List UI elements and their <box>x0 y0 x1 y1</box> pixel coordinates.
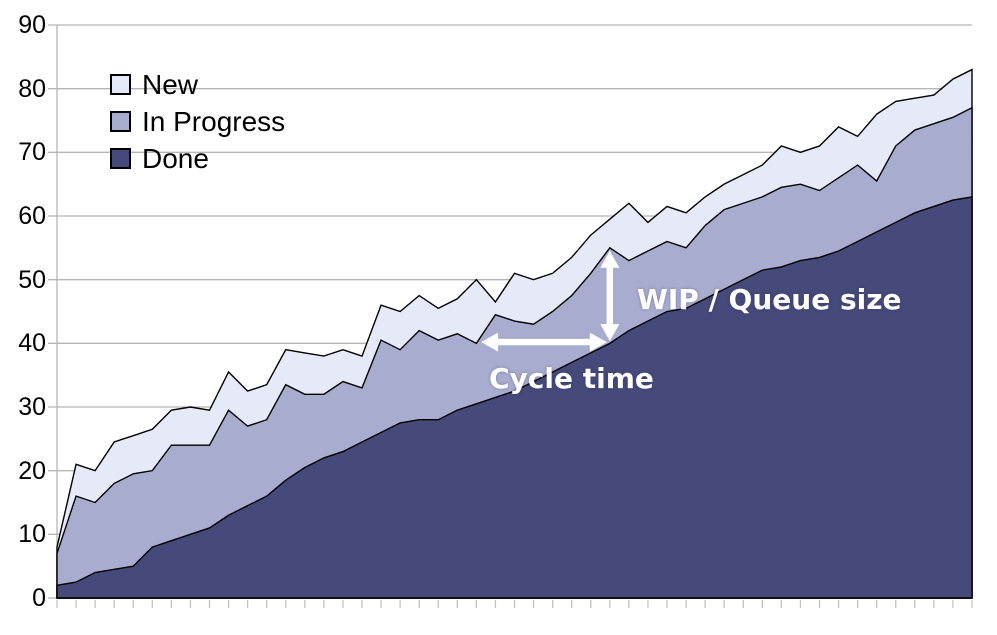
y-axis-label: 40 <box>18 329 46 358</box>
area-done <box>56 196 973 599</box>
y-axis-label: 50 <box>18 265 46 294</box>
legend-swatch-new <box>110 74 131 95</box>
legend-item-new: New <box>110 66 285 103</box>
annotation-wip-queue-size: WIP / Queue size <box>637 283 902 316</box>
legend-label-in-progress: In Progress <box>142 105 286 137</box>
legend-item-in-progress: In Progress <box>110 103 285 140</box>
wip-arrow <box>600 250 620 342</box>
y-axis-label: 20 <box>18 456 46 485</box>
legend: New In Progress Done <box>110 66 285 177</box>
y-axis-label: 90 <box>18 11 46 39</box>
legend-swatch-done <box>110 148 131 169</box>
y-axis-label: 10 <box>18 520 46 549</box>
cycle-time-arrow <box>481 332 607 352</box>
y-axis-label: 70 <box>18 138 46 167</box>
y-axis-label: 0 <box>32 584 46 612</box>
y-axis-label: 80 <box>18 74 46 103</box>
annotation-cycle-time: Cycle time <box>489 362 654 395</box>
legend-item-done: Done <box>110 140 285 177</box>
legend-label-done: Done <box>142 142 209 174</box>
y-axis-label: 30 <box>18 393 46 421</box>
legend-label-new: New <box>142 68 199 100</box>
legend-swatch-in-progress <box>110 111 131 132</box>
y-axis-label: 60 <box>18 202 46 230</box>
